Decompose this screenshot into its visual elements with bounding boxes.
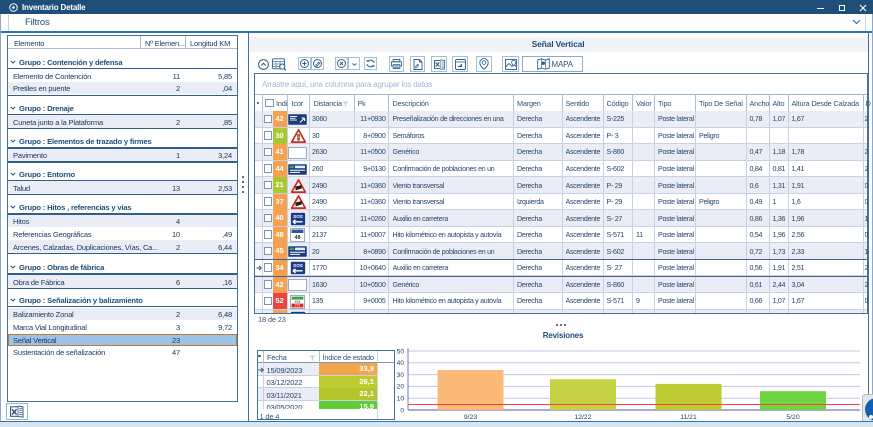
svg-text:30: 30 <box>397 372 405 379</box>
svg-text:40: 40 <box>397 360 405 367</box>
svg-text:KM: KM <box>295 299 300 303</box>
svg-text:12/22: 12/22 <box>574 414 591 421</box>
svg-text:9/23: 9/23 <box>464 414 477 421</box>
svg-text:SOS: SOS <box>293 214 303 219</box>
svg-text:20: 20 <box>397 384 405 391</box>
svg-text:10: 10 <box>397 396 405 403</box>
svg-text:0: 0 <box>400 407 404 414</box>
svg-text:50: 50 <box>397 348 405 355</box>
svg-text:48: 48 <box>294 235 300 241</box>
svg-text:5/20: 5/20 <box>786 414 799 421</box>
svg-text:SOS: SOS <box>293 263 303 268</box>
svg-text:11/21: 11/21 <box>680 414 697 421</box>
svg-text:275: 275 <box>295 303 301 307</box>
